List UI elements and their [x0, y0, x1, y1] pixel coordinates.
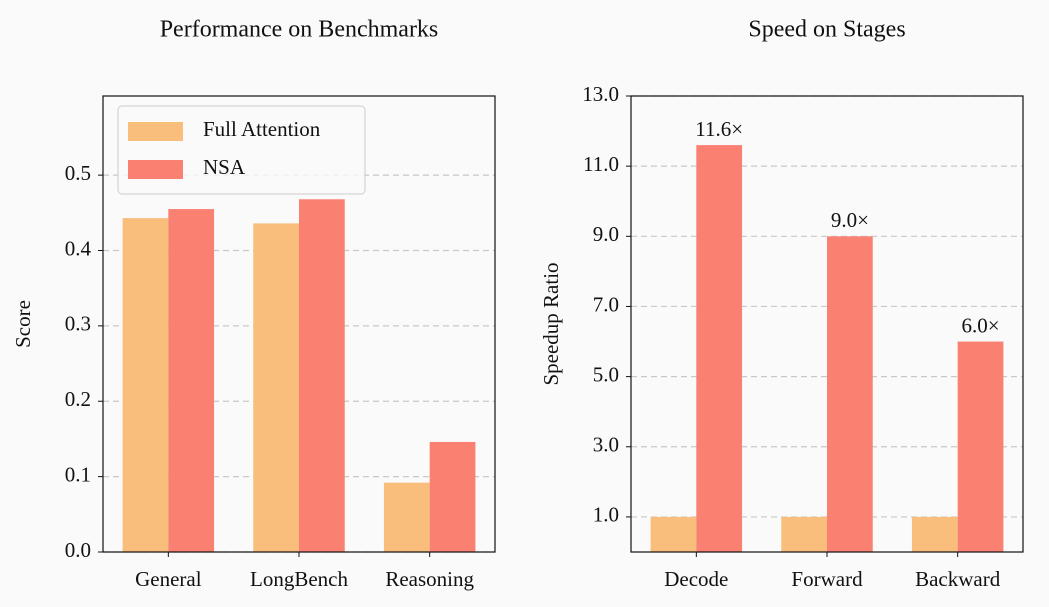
bar	[299, 199, 345, 552]
x-tick-label: Reasoning	[385, 567, 474, 591]
legend-swatch	[128, 122, 183, 141]
y-tick-label: 11.0	[583, 152, 619, 176]
y-tick-label: 0.4	[65, 236, 92, 260]
y-axis-label: Speedup Ratio	[539, 262, 563, 385]
x-tick-label: Decode	[664, 567, 728, 591]
x-tick-label: Backward	[915, 567, 1001, 591]
axes-frame	[102, 95, 496, 553]
y-tick-label: 13.0	[582, 82, 619, 106]
bar	[122, 218, 169, 552]
bar	[781, 516, 827, 552]
y-tick-label: 9.0	[593, 222, 619, 246]
value-label: 11.6×	[695, 117, 743, 141]
x-tick-label: LongBench	[250, 567, 348, 591]
bar	[168, 209, 215, 552]
bar	[650, 516, 697, 552]
legend-label: NSA	[203, 155, 246, 179]
bar	[383, 482, 430, 552]
y-tick-label: 3.0	[593, 433, 619, 457]
x-tick-label: General	[135, 567, 202, 591]
y-tick-label: 0.3	[65, 312, 91, 336]
y-tick-label: 0.0	[65, 538, 91, 562]
value-label: 9.0×	[831, 208, 869, 232]
bar	[957, 341, 1004, 552]
chart-title: Speed on Stages	[748, 17, 905, 43]
bar	[429, 441, 476, 552]
y-axis-label: Score	[11, 300, 35, 348]
axes-frame	[630, 95, 1024, 553]
bar	[911, 516, 958, 552]
x-tick-label: Forward	[791, 567, 863, 591]
bar	[696, 145, 743, 552]
y-tick-label: 0.5	[65, 161, 91, 185]
chart-title: Performance on Benchmarks	[160, 17, 439, 43]
y-tick-label: 0.2	[65, 387, 91, 411]
y-tick-label: 5.0	[593, 362, 619, 386]
y-tick-label: 7.0	[593, 292, 619, 316]
y-tick-label: 1.0	[593, 503, 619, 527]
bar	[827, 236, 873, 553]
legend-label: Full Attention	[203, 117, 321, 141]
bar	[253, 223, 299, 552]
value-label: 6.0×	[961, 313, 999, 337]
legend-swatch	[128, 160, 183, 179]
y-tick-label: 0.1	[65, 462, 91, 486]
